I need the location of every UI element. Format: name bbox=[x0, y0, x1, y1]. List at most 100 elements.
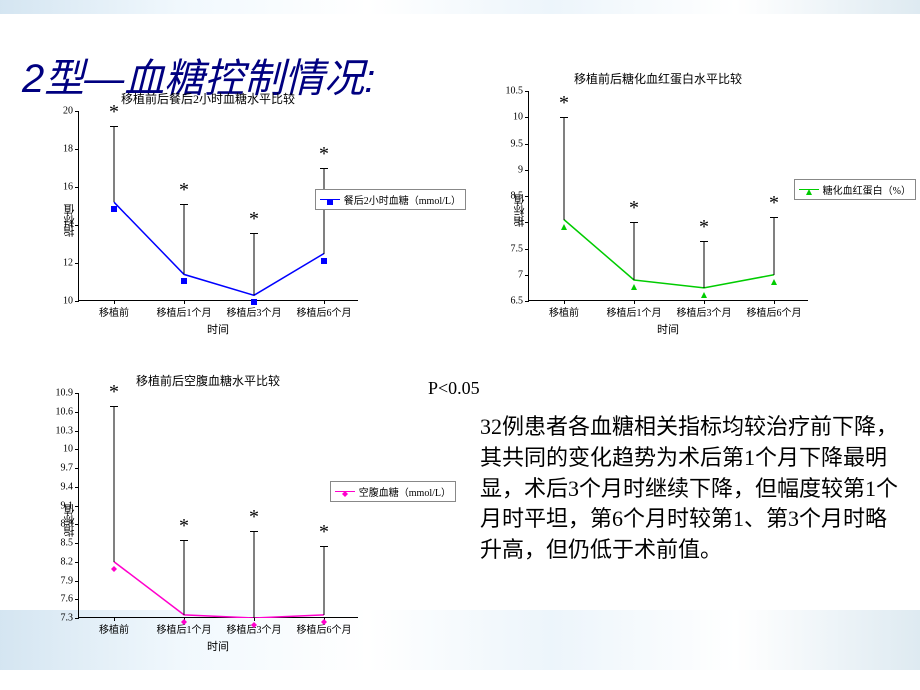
x-tick-label: 移植后3个月 bbox=[677, 300, 732, 319]
y-tick-label: 8.5 bbox=[511, 191, 530, 202]
y-tick-label: 9.4 bbox=[61, 481, 80, 492]
error-cap bbox=[560, 117, 568, 118]
y-tick-label: 14 bbox=[63, 220, 79, 231]
y-tick-label: 16 bbox=[63, 182, 79, 193]
data-marker bbox=[181, 612, 187, 618]
error-bar bbox=[774, 217, 775, 275]
x-tick-label: 移植后1个月 bbox=[607, 300, 662, 319]
significance-star: * bbox=[769, 192, 779, 215]
x-axis-label: 时间 bbox=[78, 638, 358, 654]
p-value: P<0.05 bbox=[428, 378, 480, 399]
bg-stripe-top bbox=[0, 0, 920, 14]
y-tick-label: 7.9 bbox=[61, 575, 80, 586]
error-bar bbox=[324, 546, 325, 615]
error-bar bbox=[704, 241, 705, 288]
y-tick-label: 7.3 bbox=[61, 613, 80, 624]
significance-star: * bbox=[249, 208, 259, 231]
error-bar bbox=[184, 204, 185, 274]
significance-star: * bbox=[559, 92, 569, 115]
data-marker bbox=[251, 615, 257, 621]
y-tick-label: 10 bbox=[513, 112, 529, 123]
error-bar bbox=[114, 126, 115, 202]
y-tick-label: 8.2 bbox=[61, 556, 80, 567]
significance-star: * bbox=[179, 179, 189, 202]
x-tick-label: 移植前 bbox=[549, 300, 579, 319]
significance-star: * bbox=[699, 216, 709, 239]
y-tick-label: 10.6 bbox=[56, 406, 80, 417]
x-tick-label: 移植后1个月 bbox=[157, 300, 212, 319]
line-series bbox=[529, 91, 809, 301]
error-cap bbox=[320, 546, 328, 547]
chart-hba1c: 移植前后糖化血红蛋白水平比较指标值6.577.588.599.51010.5移植… bbox=[488, 70, 828, 337]
y-tick-label: 8.8 bbox=[61, 519, 80, 530]
y-tick-label: 20 bbox=[63, 106, 79, 117]
error-bar bbox=[254, 531, 255, 619]
legend-label: 糖化血红蛋白（%） bbox=[823, 182, 911, 197]
significance-star: * bbox=[629, 197, 639, 220]
legend-label: 空腹血糖（mmol/L） bbox=[359, 484, 451, 499]
data-marker bbox=[111, 199, 117, 205]
legend-label: 餐后2小时血糖（mmol/L） bbox=[344, 192, 461, 207]
data-marker bbox=[771, 272, 777, 278]
y-tick-label: 8 bbox=[518, 217, 529, 228]
error-cap bbox=[770, 217, 778, 218]
legend: 空腹血糖（mmol/L） bbox=[330, 481, 456, 502]
body-text: 32例患者各血糖相关指标均较治疗前下降，其共同的变化趋势为术后第1个月下降最明显… bbox=[480, 412, 900, 566]
data-marker bbox=[321, 251, 327, 257]
error-cap bbox=[250, 233, 258, 234]
chart-title: 移植前后餐后2小时血糖水平比较 bbox=[38, 90, 378, 107]
y-tick-label: 12 bbox=[63, 258, 79, 269]
x-tick-label: 移植前 bbox=[99, 300, 129, 319]
data-marker bbox=[321, 612, 327, 618]
error-cap bbox=[320, 168, 328, 169]
y-tick-label: 7 bbox=[518, 269, 529, 280]
y-tick-label: 7.6 bbox=[61, 594, 80, 605]
x-axis-label: 时间 bbox=[528, 321, 808, 337]
data-marker bbox=[181, 271, 187, 277]
error-bar bbox=[114, 406, 115, 562]
chart-fasting: 移植前后空腹血糖水平比较指标值7.37.67.98.28.58.89.19.49… bbox=[38, 372, 378, 654]
y-tick-label: 10.5 bbox=[506, 86, 530, 97]
error-cap bbox=[250, 531, 258, 532]
error-cap bbox=[110, 126, 118, 127]
y-tick-label: 9.5 bbox=[511, 138, 530, 149]
data-marker bbox=[251, 292, 257, 298]
chart-title: 移植前后糖化血红蛋白水平比较 bbox=[488, 70, 828, 87]
data-marker bbox=[111, 559, 117, 565]
legend: 餐后2小时血糖（mmol/L） bbox=[315, 189, 466, 210]
y-tick-label: 6.5 bbox=[511, 296, 530, 307]
significance-star: * bbox=[109, 101, 119, 124]
data-marker bbox=[701, 285, 707, 291]
significance-star: * bbox=[109, 381, 119, 404]
error-cap bbox=[700, 241, 708, 242]
y-tick-label: 9.1 bbox=[61, 500, 80, 511]
x-tick-label: 移植前 bbox=[99, 617, 129, 636]
error-cap bbox=[110, 406, 118, 407]
error-cap bbox=[630, 222, 638, 223]
significance-star: * bbox=[179, 515, 189, 538]
significance-star: * bbox=[319, 521, 329, 544]
line-series bbox=[79, 393, 359, 618]
error-bar bbox=[564, 117, 565, 219]
error-bar bbox=[634, 222, 635, 280]
chart-postprandial: 移植前后餐后2小时血糖水平比较指标值101214161820移植前移植后1个月移… bbox=[38, 90, 378, 337]
y-tick-label: 9.7 bbox=[61, 463, 80, 474]
y-tick-label: 10 bbox=[63, 296, 79, 307]
legend: 糖化血红蛋白（%） bbox=[794, 179, 916, 200]
y-tick-label: 18 bbox=[63, 144, 79, 155]
y-tick-label: 10.9 bbox=[56, 388, 80, 399]
y-tick-label: 10 bbox=[63, 444, 79, 455]
error-cap bbox=[180, 540, 188, 541]
data-marker bbox=[631, 277, 637, 283]
x-tick-label: 移植后6个月 bbox=[747, 300, 802, 319]
y-tick-label: 9 bbox=[518, 164, 529, 175]
significance-star: * bbox=[249, 506, 259, 529]
error-bar bbox=[324, 168, 325, 254]
data-marker bbox=[561, 217, 567, 223]
y-tick-label: 10.3 bbox=[56, 425, 80, 436]
chart-title: 移植前后空腹血糖水平比较 bbox=[38, 372, 378, 389]
error-bar bbox=[184, 540, 185, 615]
y-tick-label: 8.5 bbox=[61, 538, 80, 549]
significance-star: * bbox=[319, 143, 329, 166]
x-axis-label: 时间 bbox=[78, 321, 358, 337]
